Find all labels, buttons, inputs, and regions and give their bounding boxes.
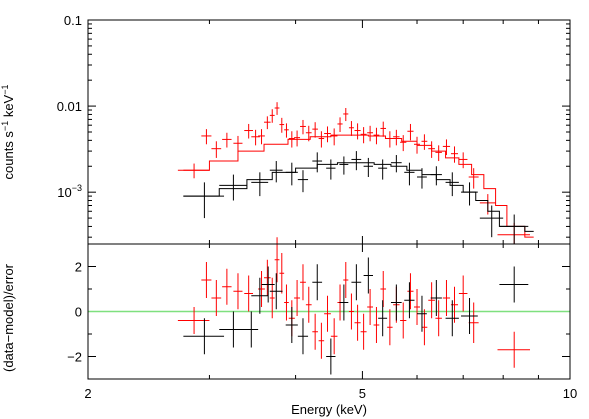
residual-panel: 2 5 10 2 0 −2 [67, 20, 577, 401]
y-axis-title-residual: (data−model)/error [1, 263, 16, 372]
y-axis-title-spectrum: counts s−1 keV−1 [0, 85, 16, 180]
x-axis-title: Energy (keV) [291, 402, 367, 417]
y-tick-label: −2 [67, 350, 82, 365]
y-tick-label: 2 [75, 260, 82, 275]
model-curve [183, 134, 534, 238]
model-curve [183, 162, 534, 232]
y-tick-label: 0.1 [64, 13, 82, 28]
x-tick-label: 5 [359, 386, 366, 401]
x-tick-label: 10 [563, 386, 577, 401]
y-tick-label: 0.01 [57, 99, 82, 114]
y-tick-label: 10−3 [57, 183, 82, 200]
y-tick-label: 0 [75, 305, 82, 320]
x-tick-label: 2 [84, 386, 91, 401]
residual-frame [87, 243, 571, 380]
spectrum-panel: 0.1 0.01 10−3 [57, 13, 570, 244]
axis-labels: counts s−1 keV−1 (data−model)/error Ener… [0, 85, 367, 417]
spectrum-frame [87, 19, 571, 245]
plot-frames [87, 19, 571, 380]
